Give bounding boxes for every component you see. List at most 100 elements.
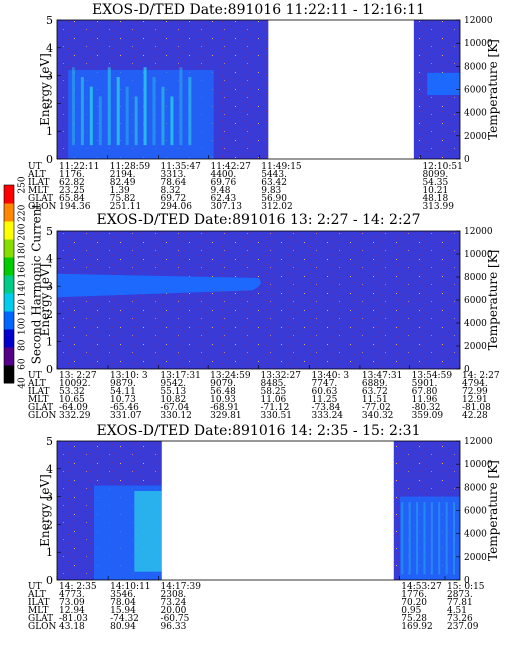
ephemeris-cell: 2194.	[110, 170, 136, 180]
y-tick-label: 0	[46, 574, 53, 587]
ephemeris-cell: 10.21	[422, 186, 448, 196]
y-right-tick-label: 12000	[464, 437, 493, 447]
colorbar-segment	[4, 329, 14, 348]
ephemeris-cell: 13:17:31	[160, 371, 200, 381]
colorbar-tick-label: 120	[18, 299, 28, 316]
ephemeris-cell: 11:49:15	[261, 162, 302, 172]
ephemeris-cell: 56.48	[210, 387, 236, 397]
ephemeris-cell: 62.43	[210, 194, 236, 204]
ephemeris-cell: 96.33	[161, 622, 187, 632]
ephemeris-row-label: MLT	[28, 395, 48, 405]
y-right-tick-label: 2000	[464, 553, 487, 563]
colorbar: 40 60 80 100 120 140 160 180 200 220 250 Second Har…	[3, 176, 44, 389]
ephemeris-cell: 9.83	[261, 186, 281, 196]
ephemeris-cell: 11:28:59	[110, 162, 151, 172]
ephemeris-cell: -81.03	[59, 614, 88, 624]
y-right-tick-label: 2000	[464, 342, 487, 352]
y-tick-label: 5	[46, 435, 53, 448]
ephemeris-cell: 42.28	[462, 411, 488, 421]
y-right-tick-label: 2000	[464, 132, 487, 142]
spectrogram-panel-2: EXOS-D/TED Date:891016 13: 2:27 - 14: 2:…	[27, 212, 500, 421]
colorbar-segment	[4, 365, 14, 384]
ephemeris-row-label: ILAT	[28, 178, 50, 188]
ephemeris-cell: 251.11	[110, 202, 141, 212]
colorbar-tick-label: 100	[18, 318, 28, 335]
spectrogram-panel-3: EXOS-D/TED Date:891016 14: 2:35 - 15: 2:…	[27, 423, 500, 632]
ephemeris-cell: 70.20	[401, 598, 427, 608]
ephemeris-cell: 63.72	[362, 387, 388, 397]
colorbar-label: Second Harmonic Current	[30, 204, 44, 365]
ephemeris-cell: 329.81	[210, 411, 242, 421]
y-right-axis-label: Temperature [K]	[486, 250, 500, 351]
ephemeris-row-label: GLON	[28, 411, 57, 421]
ephemeris-cell: 194.36	[59, 202, 91, 212]
ephemeris-cell: 5443.	[261, 170, 287, 180]
ephemeris-cell: 12.91	[462, 395, 488, 405]
ephemeris-cell: 82.49	[110, 178, 136, 188]
ephemeris-cell: 11.96	[412, 395, 438, 405]
ephemeris-cell: 4794.	[462, 379, 488, 389]
ephemeris-row-label: GLAT	[28, 194, 53, 204]
ephemeris-cell: 56.90	[261, 194, 287, 204]
colorbar-segment	[4, 311, 14, 330]
colorbar-tick-label: 200	[18, 223, 28, 240]
colorbar-tick-label: 180	[18, 242, 28, 259]
ephemeris-cell: 13: 2:27	[59, 371, 97, 381]
colorbar-tick-label: 160	[18, 261, 28, 278]
colorbar-segment	[4, 185, 14, 204]
y-right-axis-label: Temperature [K]	[486, 39, 500, 140]
colorbar-segment	[4, 239, 14, 258]
ephemeris-cell: 6889.	[362, 379, 388, 389]
ephemeris-cell: 3313.	[160, 170, 186, 180]
ephemeris-cell: 48.18	[422, 194, 448, 204]
y-tick-label: 1	[46, 335, 53, 348]
colorbar-tick-label: 250	[18, 176, 28, 193]
ephemeris-cell: 330.12	[160, 411, 192, 421]
ephemeris-cell: 11.51	[362, 395, 388, 405]
ephemeris-cell: 294.06	[160, 202, 192, 212]
ephemeris-cell: -60.75	[161, 614, 190, 624]
colorbar-segment	[4, 257, 14, 276]
ephemeris-row-label: ILAT	[28, 387, 50, 397]
y-right-tick-label: 8000	[464, 483, 487, 493]
spectral-enhancement	[68, 67, 460, 159]
ephemeris-cell: 3546.	[110, 590, 136, 600]
ephemeris-cell: 13:47:31	[362, 371, 402, 381]
ephemeris-cell: 330.51	[261, 411, 293, 421]
ephemeris-cell: 13:24:59	[210, 371, 251, 381]
ephemeris-row-label: GLAT	[28, 403, 53, 413]
ephemeris-cell: 78.04	[110, 598, 136, 608]
y-right-tick-label: 0	[464, 576, 470, 586]
ephemeris-cell: -67.04	[160, 403, 189, 413]
y-tick-label: 5	[46, 225, 53, 238]
colorbar-segment	[4, 221, 14, 240]
ephemeris-cell: 359.09	[412, 411, 444, 421]
ephemeris-cell: -68.91	[210, 403, 239, 413]
y-right-tick-label: 12000	[464, 16, 493, 26]
ephemeris-cell: 15.94	[110, 606, 136, 616]
ephemeris-cell: 12:10:51	[422, 162, 462, 172]
ephemeris-cell: 7747.	[312, 379, 338, 389]
ephemeris-cell: 331.07	[110, 411, 142, 421]
ephemeris-cell: 10.82	[160, 395, 186, 405]
ephemeris-cell: 11.25	[312, 395, 338, 405]
y-right-tick-label: 0	[464, 365, 470, 375]
colorbar-tick-label: 220	[18, 204, 28, 221]
colorbar-segment	[4, 203, 14, 222]
ephemeris-cell: 237.09	[447, 622, 479, 632]
ephemeris-cell: 2308.	[161, 590, 187, 600]
colorbar-segment	[4, 347, 14, 366]
y-right-tick-label: 6000	[464, 296, 487, 306]
ephemeris-cell: 54.11	[110, 387, 136, 397]
y-tick-label: 0	[46, 363, 53, 376]
colorbar-tick-label: 80	[18, 339, 28, 351]
ephemeris-cell: -81.08	[462, 403, 491, 413]
colorbar-tick-label: 60	[18, 358, 28, 370]
ephemeris-cell: 15: 0:15	[447, 582, 485, 592]
y-right-tick-label: 12000	[464, 227, 493, 237]
ephemeris-cell: 333.24	[312, 411, 344, 421]
ephemeris-cell: 1776.	[401, 590, 427, 600]
ephemeris-cell: 307.13	[210, 202, 242, 212]
y-tick-label: 4	[46, 253, 53, 266]
